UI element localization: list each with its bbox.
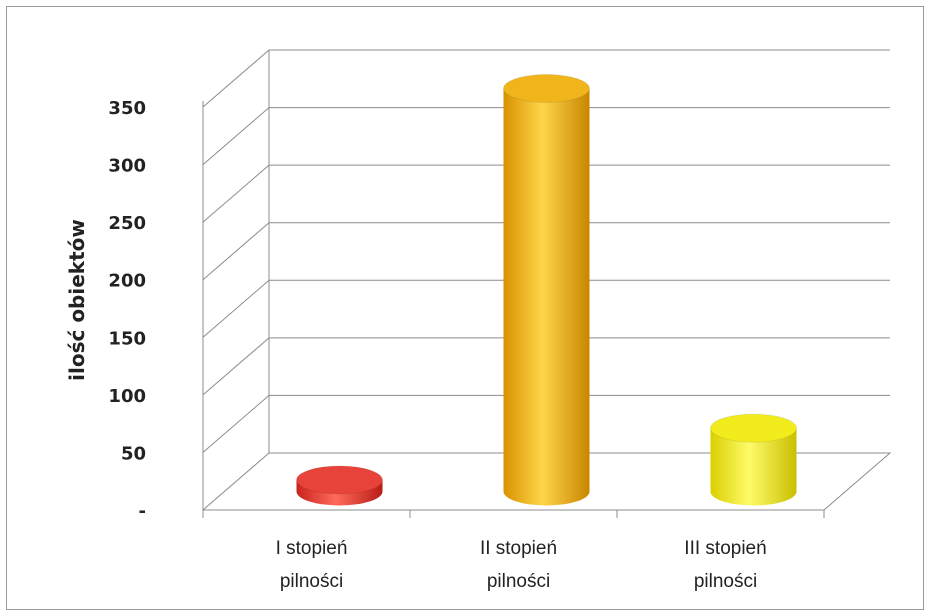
x-category-label: pilności [694, 571, 757, 592]
y-axis-title: ilość obiektów [65, 219, 89, 381]
bar-body [710, 428, 797, 506]
y-tick-label: 200 [108, 271, 146, 292]
bar-body [503, 88, 590, 506]
bar-top [503, 74, 590, 103]
x-category-label: pilności [487, 571, 550, 592]
y-tick-label: - [139, 501, 146, 522]
y-tick-label: 50 [121, 443, 146, 464]
bar-top [296, 465, 383, 495]
chart-frame [6, 6, 924, 610]
x-category-label: pilności [280, 571, 343, 592]
y-tick-label: 150 [108, 328, 146, 349]
bar-cylinder-2 [503, 74, 590, 506]
x-category-label: I stopień [276, 538, 348, 559]
bar-cylinder-1 [296, 465, 383, 506]
x-category-label: II stopień [480, 538, 557, 559]
y-tick-label: 300 [108, 156, 146, 177]
x-category-label: III stopień [684, 538, 766, 559]
bar-top [710, 413, 797, 443]
y-tick-label: 100 [108, 386, 146, 407]
bar-cylinder-3 [710, 413, 797, 506]
y-tick-label: 250 [108, 213, 146, 234]
y-tick-label: 350 [108, 98, 146, 119]
